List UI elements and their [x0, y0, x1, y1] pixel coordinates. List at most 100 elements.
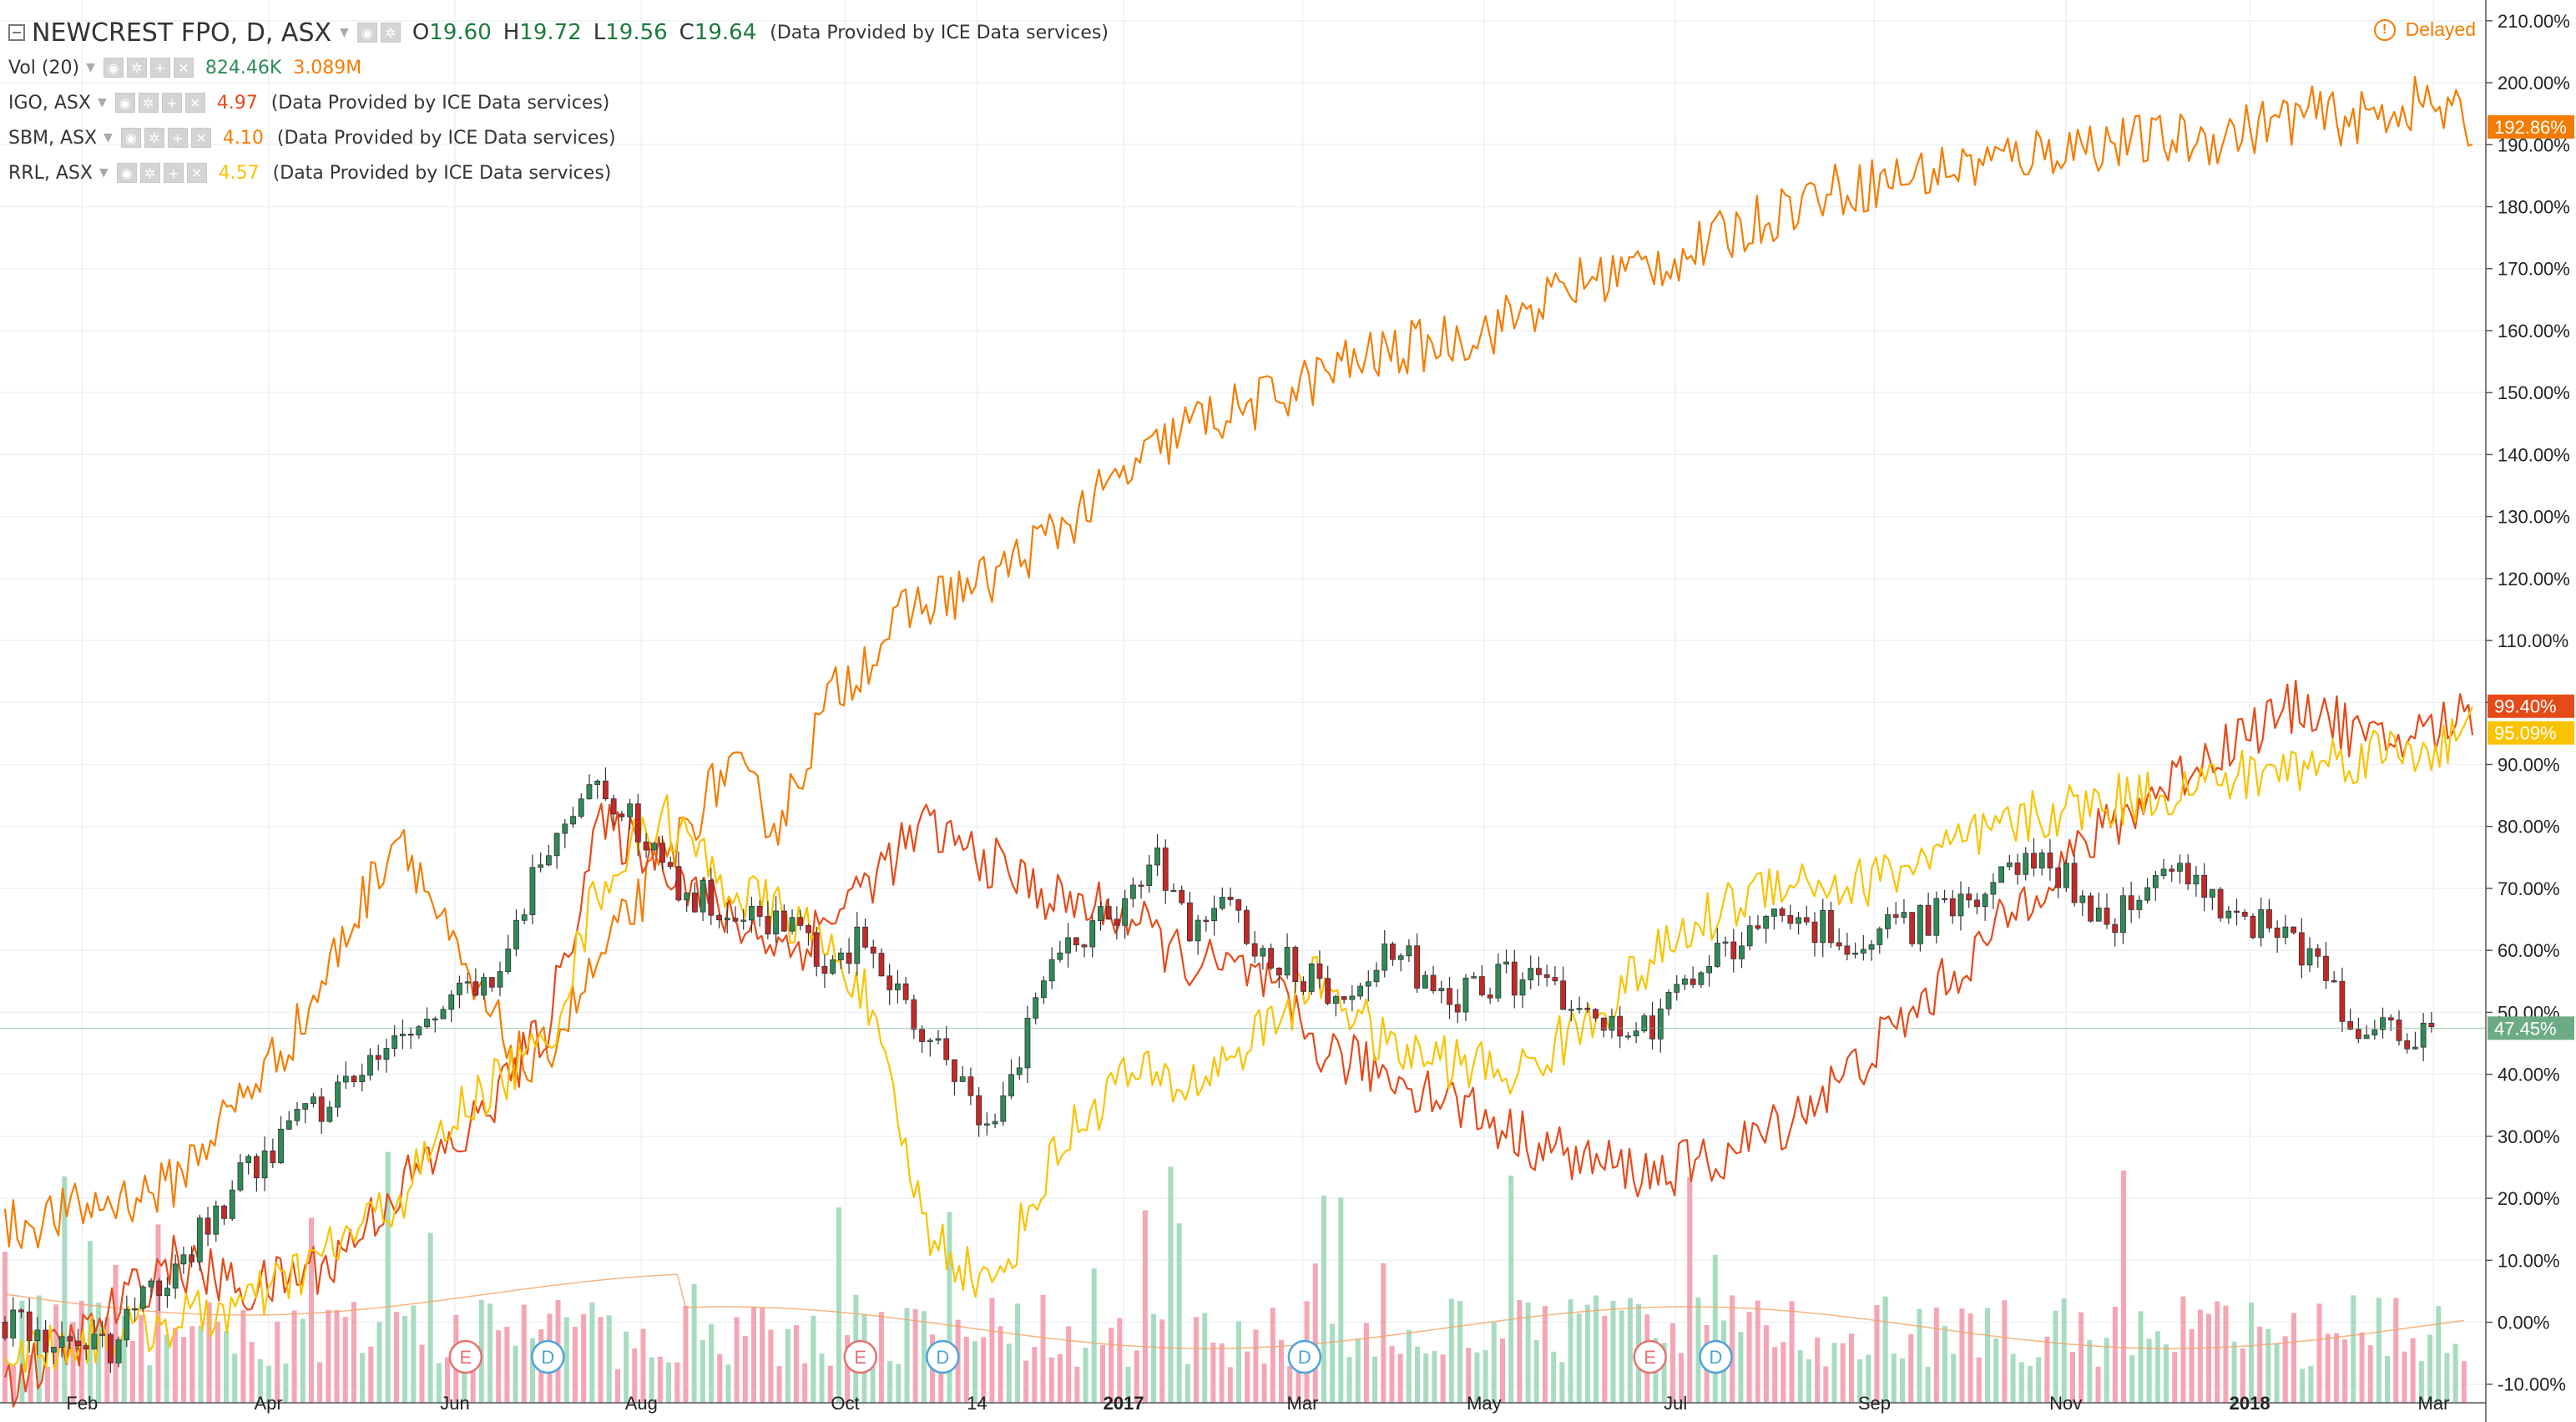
collapse-legend-icon[interactable]: [8, 24, 25, 41]
volume-bar: [1245, 1351, 1250, 1403]
candle: [1422, 970, 1428, 989]
delayed-indicator[interactable]: ! Delayed: [2373, 18, 2476, 41]
comparison-row: IGO, ASX ▼ ◉ ✲ + ✕ 4.97 (Data Provided by ICE D…: [8, 85, 1109, 120]
close-icon[interactable]: ✕: [190, 128, 211, 148]
volume-bar: [1627, 1298, 1633, 1403]
x-tick-label: 2018: [2230, 1393, 2270, 1414]
gear-icon[interactable]: ✲: [380, 23, 401, 43]
candle: [383, 1038, 390, 1073]
candle: [2387, 1014, 2394, 1031]
candle: [196, 1214, 203, 1271]
volume-label[interactable]: Vol (20): [8, 57, 80, 78]
plus-icon[interactable]: +: [149, 58, 170, 78]
plus-icon[interactable]: +: [163, 163, 184, 183]
volume-bar: [1040, 1295, 1046, 1403]
candle: [221, 1204, 227, 1226]
symbol-title[interactable]: NEWCREST FPO, D, ASX: [32, 18, 332, 48]
eye-icon[interactable]: ◉: [120, 128, 141, 148]
volume-bar: [1499, 1339, 1505, 1403]
volume-bar: [232, 1353, 238, 1403]
candle: [521, 908, 528, 924]
chevron-down-icon[interactable]: ▼: [98, 166, 109, 180]
volume-bar: [2257, 1326, 2263, 1403]
x-tick-label: Oct: [831, 1393, 859, 1414]
candle: [1796, 911, 1801, 935]
volume-bar: [2418, 1361, 2424, 1403]
comparison-name[interactable]: RRL, ASX: [8, 162, 93, 184]
volume-bar: [36, 1295, 42, 1403]
candle: [2088, 892, 2094, 923]
close-icon[interactable]: ✕: [184, 93, 205, 113]
candle: [1730, 929, 1737, 973]
x-axis[interactable]: Feb Apr Jun Aug Oct 14 2017 Mar May Jul Sep Nov 2018…: [0, 1393, 2486, 1414]
candle: [1227, 888, 1234, 907]
candle: [1495, 953, 1502, 1002]
volume-bar: [836, 1207, 841, 1403]
volume-bar: [28, 1354, 33, 1403]
candle: [837, 948, 844, 969]
candle: [1746, 915, 1753, 951]
y-tick-label: 140.00%: [2498, 444, 2570, 465]
comparison-name[interactable]: SBM, ASX: [8, 127, 98, 149]
candle: [115, 1336, 122, 1368]
chevron-down-icon[interactable]: ▼: [86, 61, 95, 74]
volume-bar: [1942, 1325, 1948, 1403]
volume-bar: [1091, 1268, 1097, 1403]
volume-bar: [2112, 1307, 2118, 1403]
y-tick-label: 180.00%: [2498, 197, 2570, 218]
data-provider-note: (Data Provided by ICE Data services): [272, 162, 612, 184]
chevron-down-icon[interactable]: ▼: [104, 131, 113, 144]
volume-bar: [598, 1317, 604, 1403]
candle: [862, 918, 868, 950]
volume-bar: [317, 1362, 323, 1403]
y-tick-label: 40.00%: [2498, 1065, 2560, 1085]
eye-icon[interactable]: ◉: [103, 58, 124, 78]
volume-bar: [1355, 1339, 1361, 1403]
eye-icon[interactable]: ◉: [114, 93, 135, 113]
volume-bar: [1797, 1349, 1803, 1403]
close-icon[interactable]: ✕: [186, 163, 207, 183]
gear-icon[interactable]: ✲: [144, 128, 164, 148]
candle: [586, 774, 593, 800]
candle: [643, 833, 649, 858]
eye-icon[interactable]: ◉: [116, 163, 137, 183]
last-value-badge: 95.09%: [2488, 721, 2574, 745]
chevron-down-icon[interactable]: ▼: [340, 26, 349, 39]
volume-bar: [504, 1326, 510, 1403]
candle: [1844, 933, 1851, 961]
volume-bar: [2223, 1305, 2229, 1403]
candle: [1779, 906, 1786, 923]
candle: [1357, 982, 1363, 1000]
gear-icon[interactable]: ✲: [138, 93, 159, 113]
volume-bar: [2291, 1313, 2296, 1403]
volume-bar: [487, 1303, 493, 1403]
comparison-name[interactable]: IGO, ASX: [8, 92, 91, 114]
candle: [1195, 914, 1201, 955]
volume-bar: [1866, 1354, 1871, 1403]
x-tick-label: 2017: [1104, 1393, 1144, 1414]
volume-bar: [521, 1304, 527, 1403]
plus-icon[interactable]: +: [161, 93, 182, 113]
candle: [2006, 854, 2013, 871]
volume-bar: [1448, 1298, 1454, 1403]
gear-icon[interactable]: ✲: [126, 58, 147, 78]
volume-bar: [1533, 1340, 1539, 1403]
candle: [2363, 1025, 2370, 1040]
close-icon[interactable]: ✕: [173, 58, 194, 78]
candle: [967, 1067, 974, 1106]
eye-icon[interactable]: ◉: [356, 23, 377, 43]
plus-icon[interactable]: +: [167, 128, 188, 148]
chevron-down-icon[interactable]: ▼: [97, 96, 107, 109]
gear-icon[interactable]: ✲: [139, 163, 160, 183]
candle: [854, 912, 861, 976]
dividend-marker: D: [1699, 1339, 1733, 1374]
volume-bar: [129, 1340, 135, 1403]
candle: [1519, 972, 1526, 1009]
candle: [1584, 1002, 1591, 1013]
volume-bar: [760, 1308, 765, 1403]
candle: [797, 909, 804, 931]
volume-bar: [802, 1363, 808, 1403]
candle: [1341, 996, 1347, 1005]
volume-bar: [1415, 1346, 1421, 1403]
